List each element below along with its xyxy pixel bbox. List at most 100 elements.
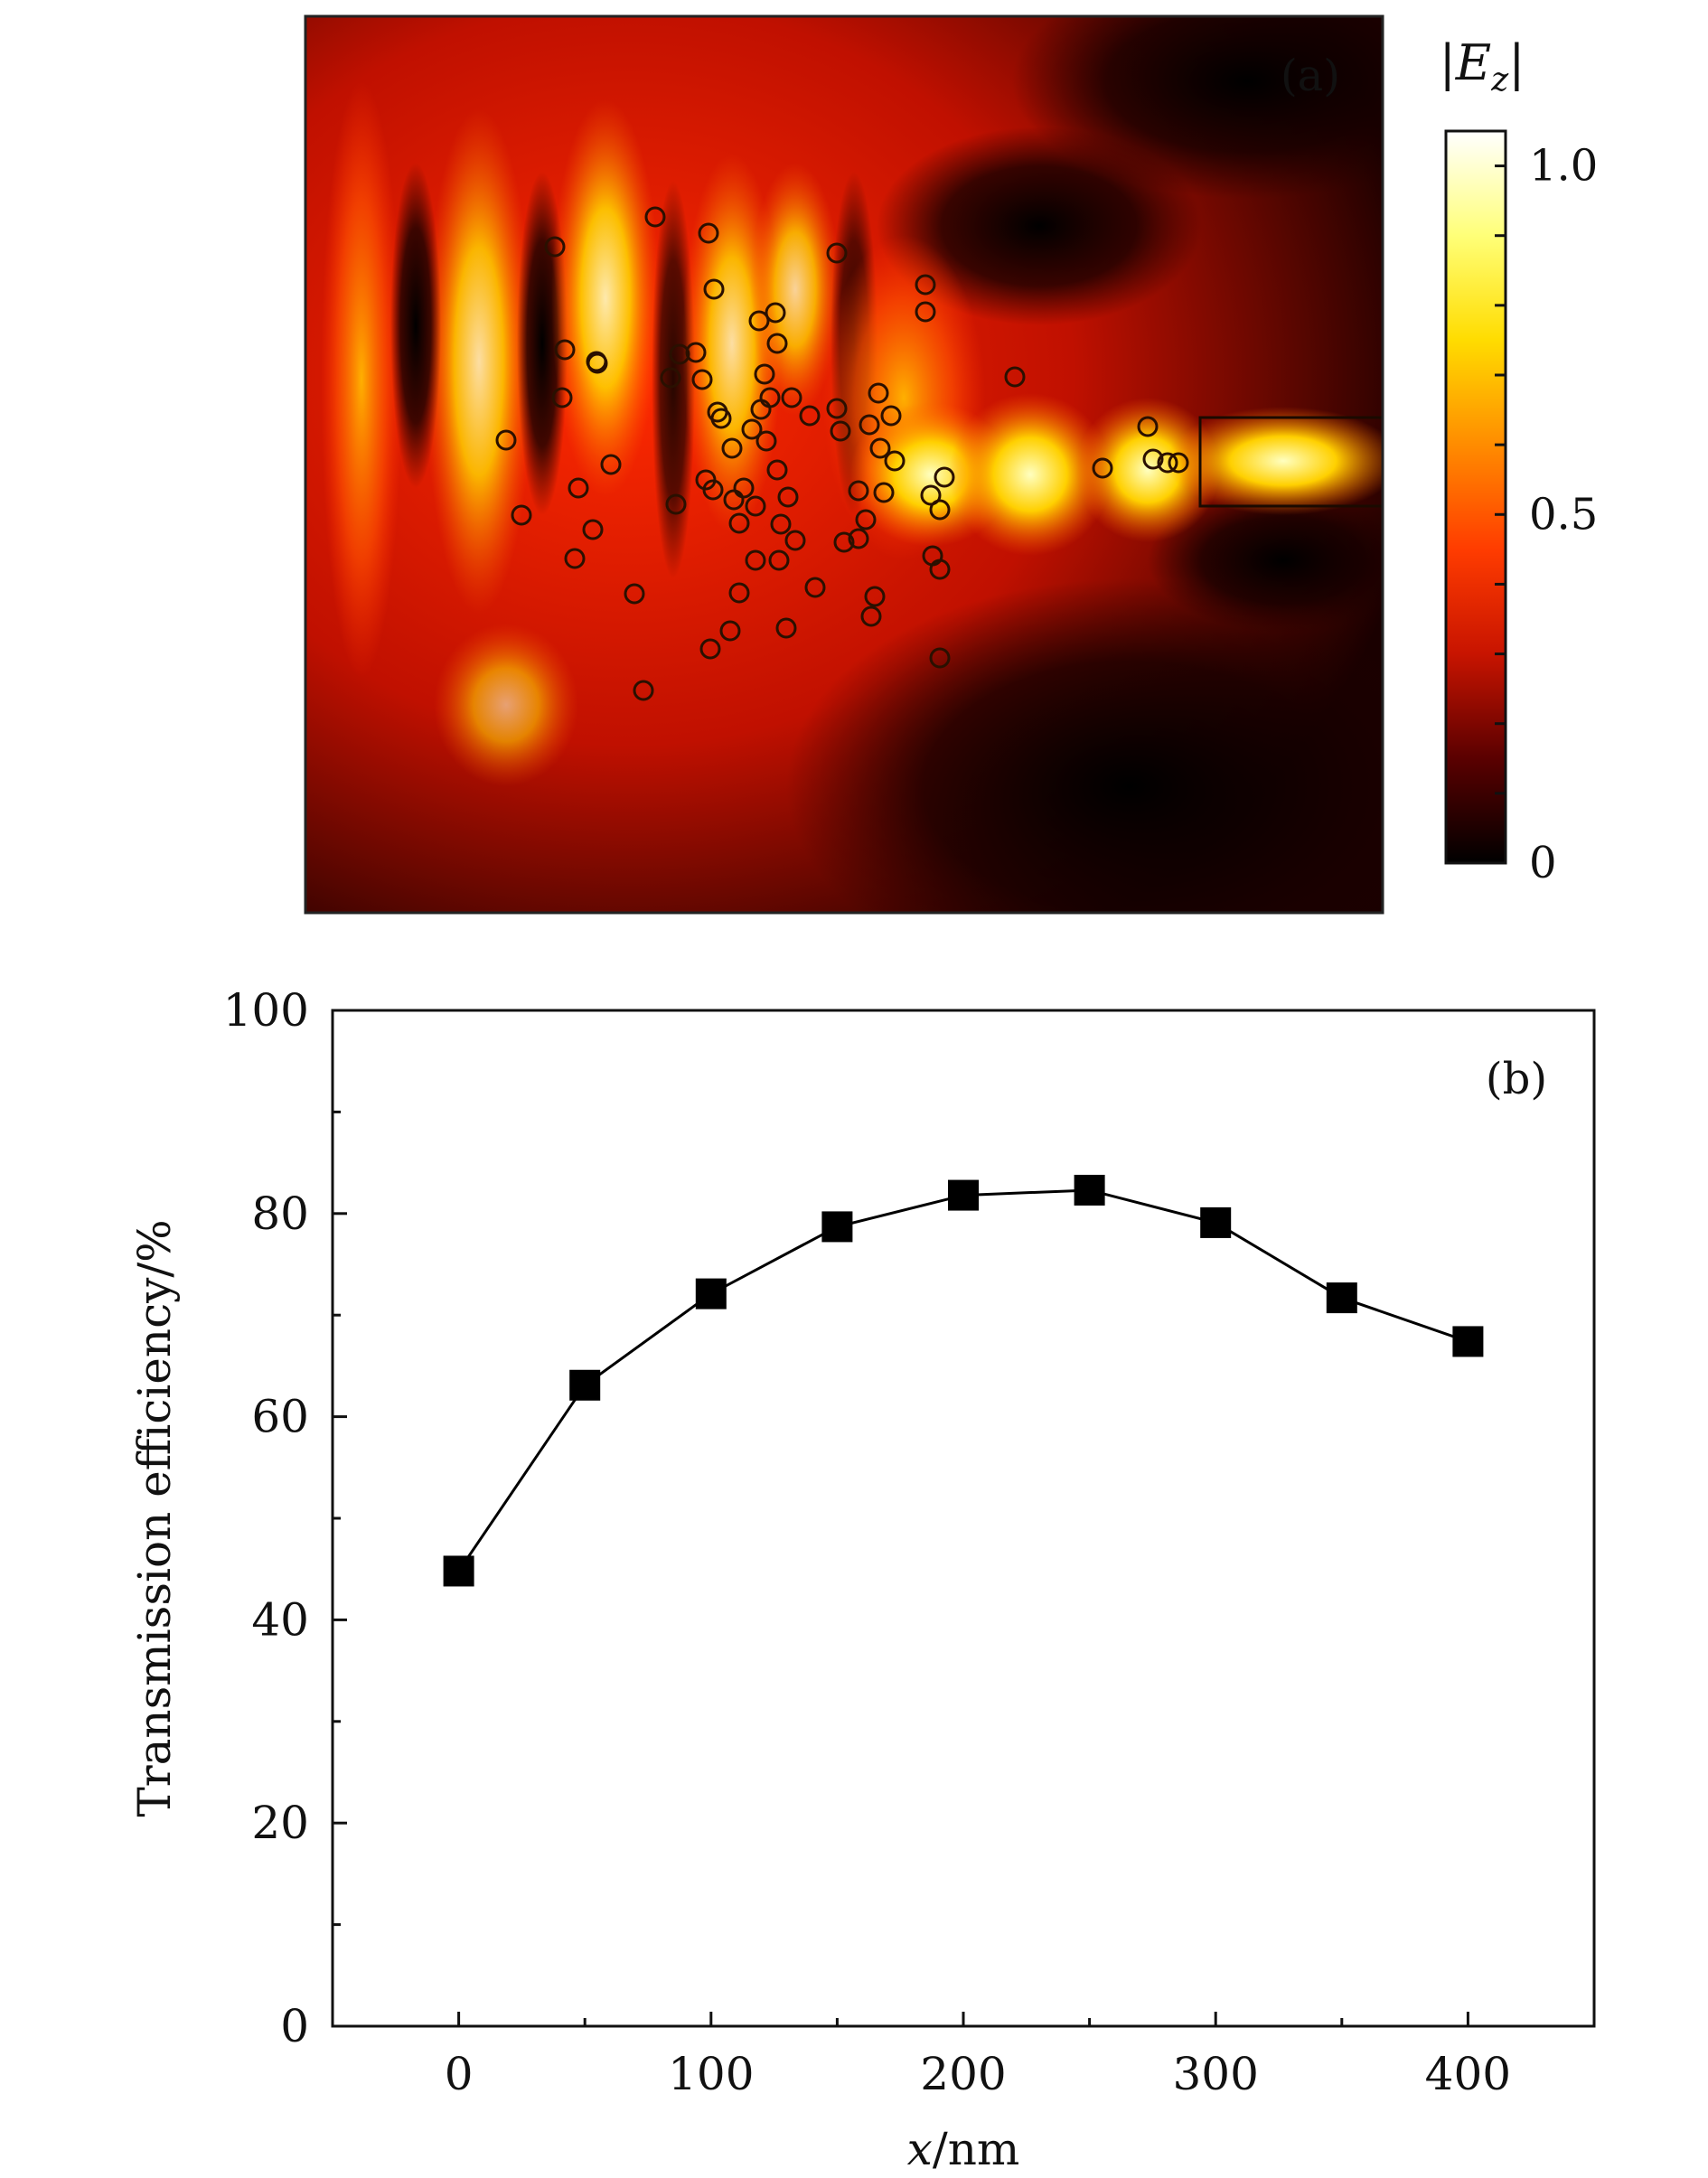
scatterer-circle (799, 405, 821, 427)
scatterer-circle (685, 342, 707, 363)
x-tick-label: 100 (668, 2048, 754, 2100)
scatterer-circle (741, 418, 763, 440)
scatterer-circle (1142, 448, 1164, 470)
scatterer-circle (1137, 416, 1159, 437)
y-axis-ticks: 0 20 40 60 80 100 (223, 984, 347, 2052)
panel-a-label: (a) (1281, 51, 1340, 101)
y-tick-label: 40 (251, 1593, 309, 1646)
scatterer-circle (804, 577, 826, 598)
scatterer-circle (884, 450, 906, 472)
scatterer-circle (929, 499, 951, 521)
scatterer-circle (745, 495, 766, 517)
colorbar: |Ez| 1.0 0.5 0 (1440, 34, 1599, 888)
scatterer-circle (768, 549, 790, 571)
series-markers (443, 1174, 1484, 1587)
scatterer-circle (665, 493, 687, 515)
scatterer-circle (864, 586, 886, 607)
scatterer-circle (721, 437, 743, 459)
scatterer-circle (600, 454, 622, 475)
colorbar-title: |Ez| (1440, 34, 1525, 99)
scatterer-circle (710, 408, 732, 429)
scatterer-circle (568, 477, 589, 499)
y-tick-label: 100 (223, 984, 309, 1037)
colorbar-tick-label: 1.0 (1529, 141, 1598, 192)
scatterer-circle (848, 528, 869, 549)
data-point (1074, 1174, 1105, 1206)
data-point (1326, 1282, 1357, 1314)
scatterer-circle (781, 387, 802, 408)
x-tick-label: 0 (445, 2048, 474, 2100)
data-point (948, 1179, 979, 1211)
y-tick-label: 80 (251, 1188, 309, 1240)
scatterer-circle (582, 519, 604, 540)
x-tick-label: 400 (1425, 2048, 1511, 2100)
scatterer-circle (880, 405, 902, 427)
field-map-image (305, 16, 1383, 913)
data-point (1452, 1326, 1484, 1357)
scatterer-circle (873, 482, 895, 503)
x-axis-ticks: 0 100 200 300 400 (331, 2012, 1596, 2100)
scatterer-circle (1004, 366, 1026, 388)
scatterer-circle (868, 382, 889, 404)
field-map-frame (304, 14, 1384, 915)
scatterer-circle (660, 367, 681, 389)
colorbar-tick-label: 0 (1529, 838, 1557, 888)
y-tick-label: 0 (280, 2000, 309, 2052)
scatterer-circle (833, 531, 855, 553)
scatterer-circle (495, 429, 517, 451)
x-tick-label: 200 (920, 2048, 1006, 2100)
scatterer-circle (869, 437, 891, 459)
data-point (443, 1555, 474, 1587)
data-point (695, 1278, 727, 1310)
scatterer-circle (754, 363, 775, 385)
y-tick-label: 60 (251, 1391, 309, 1443)
transmission-chart: 0 20 40 60 80 100 0 100 200 300 400 (b) x/nm Tran… (128, 984, 1596, 2175)
scatterer-circle (826, 242, 848, 264)
scatterer-circle (770, 513, 792, 535)
scatterer-circle (755, 430, 777, 452)
field-map-panel: (a) |Ez| 1.0 0.5 0 (304, 14, 1599, 915)
scatterer-circle (860, 606, 882, 627)
x-tick-label: 300 (1172, 2048, 1258, 2100)
scatterer-circle (1092, 457, 1113, 479)
scatterer-circle (766, 333, 788, 354)
y-axis-label: Transmission efficiency/% (128, 1219, 181, 1817)
waveguide-outline (1198, 416, 1383, 508)
scatterer-circle (745, 549, 766, 571)
scatterer-circle (784, 530, 806, 551)
scatterer-circle (644, 206, 666, 228)
scatterer-circle (826, 398, 848, 419)
scatterer-circle (915, 274, 936, 296)
plot-frame (331, 1009, 1596, 2028)
scatterer-particles (495, 206, 1189, 701)
scatterer-circle (748, 310, 770, 332)
colorbar-gradient (1444, 129, 1507, 865)
scatterer-circle (511, 504, 532, 526)
scatterer-circle (633, 680, 654, 701)
scatterer-circle (554, 339, 576, 361)
scatterer-circle (564, 548, 586, 569)
scatterer-circle (699, 638, 721, 660)
scatterer-circle (728, 512, 750, 534)
scatterer-circle (1157, 452, 1178, 474)
scatterer-circle (934, 466, 955, 488)
scatterer-circle (777, 486, 799, 508)
scatterer-circle (929, 647, 951, 669)
scatterer-circle (759, 387, 781, 408)
scatterer-circle (859, 414, 880, 436)
data-point (821, 1211, 853, 1243)
data-point (1200, 1206, 1232, 1238)
scatterer-circle (587, 352, 608, 374)
scatterer-circle (702, 479, 724, 501)
y-tick-label: 20 (251, 1797, 309, 1849)
scatterer-circle (624, 583, 645, 605)
scatterer-circle (765, 302, 786, 324)
colorbar-ticks: 1.0 0.5 0 (1495, 141, 1598, 888)
scatterer-circle (915, 301, 936, 323)
scatterer-circle (691, 369, 713, 390)
data-point (569, 1369, 601, 1401)
scatterer-circle (551, 387, 573, 408)
scatterer-circle (728, 582, 750, 604)
scatterer-circle (929, 559, 951, 580)
